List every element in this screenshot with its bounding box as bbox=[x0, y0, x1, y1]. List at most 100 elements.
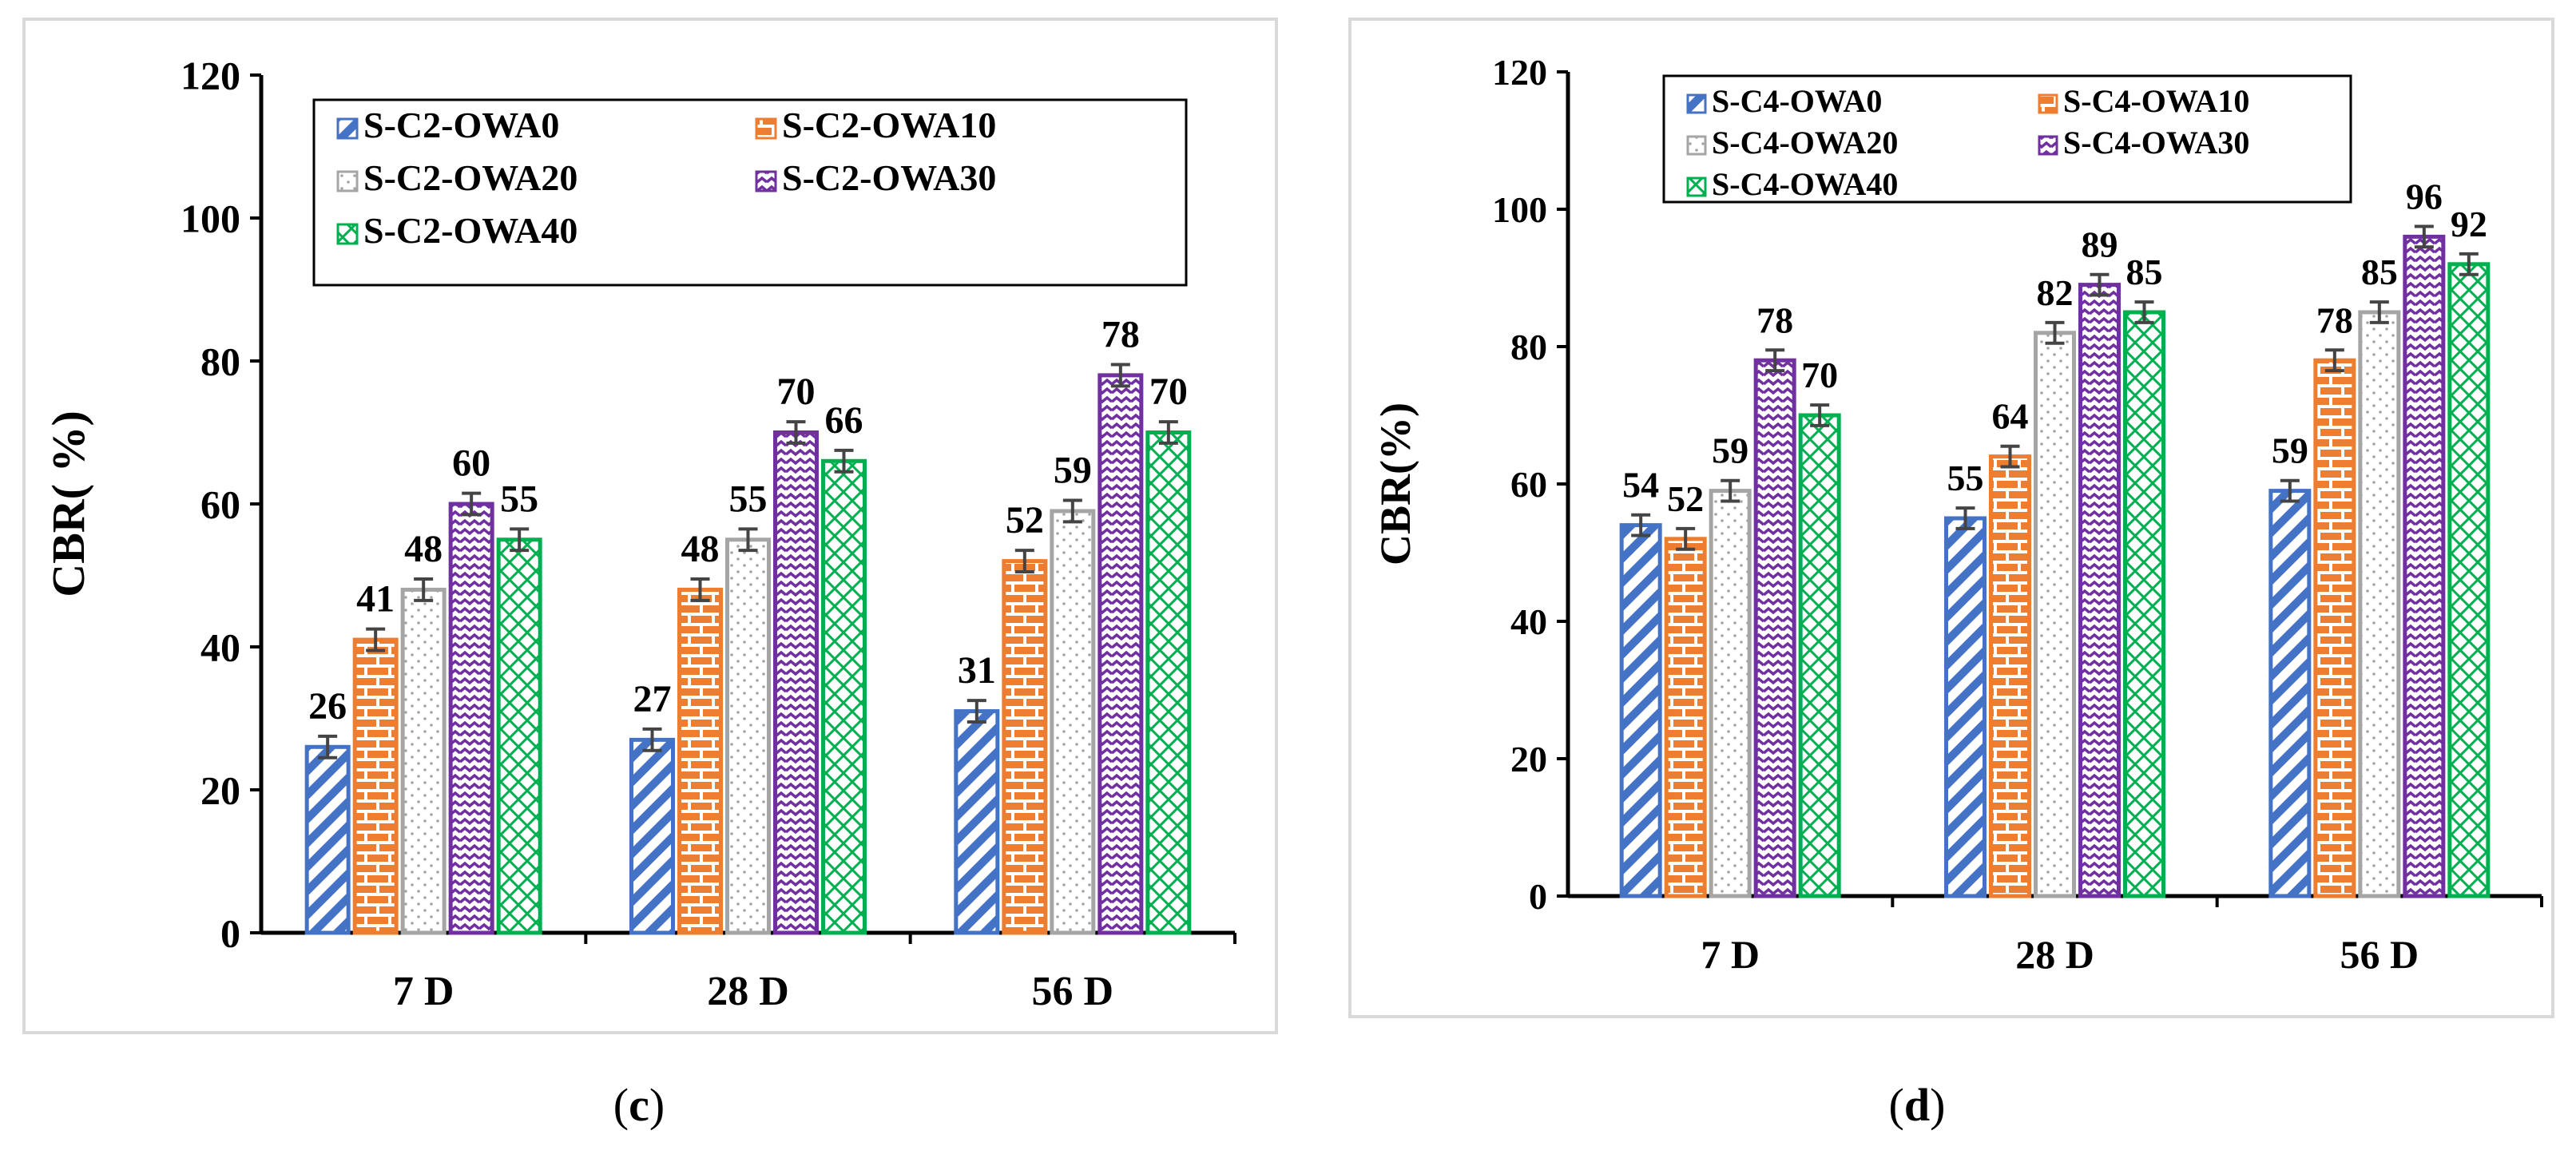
legend-label-c: S-C2-OWA30 bbox=[782, 157, 996, 198]
legend-label-c: S-C2-OWA10 bbox=[782, 105, 996, 145]
legend-swatch-d bbox=[1686, 135, 1707, 156]
bar-d bbox=[1619, 523, 1662, 898]
bar-c bbox=[677, 587, 723, 935]
x-tick-label-d: 56 D bbox=[2340, 932, 2419, 977]
data-label-c: 55 bbox=[729, 478, 768, 520]
data-label-d: 85 bbox=[2126, 252, 2163, 292]
y-tick-label-d: 40 bbox=[1510, 601, 1547, 642]
legend-label-c: S-C2-OWA20 bbox=[363, 157, 578, 198]
legend-label-d: S-C4-OWA30 bbox=[2063, 125, 2249, 161]
data-label-d: 52 bbox=[1667, 478, 1704, 519]
data-label-d: 59 bbox=[1712, 430, 1748, 471]
data-label-d: 70 bbox=[1801, 355, 1838, 395]
y-tick-label-c: 20 bbox=[200, 768, 240, 813]
bar-c bbox=[1145, 430, 1192, 935]
bar-d bbox=[2403, 234, 2446, 898]
y-tick-label-c: 0 bbox=[220, 911, 240, 956]
bar-d bbox=[1753, 358, 1796, 898]
x-tick-label-c: 28 D bbox=[707, 969, 789, 1014]
bar-d bbox=[1989, 454, 2031, 898]
bar-d bbox=[1944, 516, 1987, 898]
data-label-d: 64 bbox=[1992, 396, 2029, 437]
legend-box-d bbox=[1662, 74, 2352, 204]
data-label-c: 70 bbox=[1149, 371, 1188, 413]
legend-label-d: S-C4-OWA10 bbox=[2063, 83, 2249, 119]
legend-swatch-c bbox=[336, 223, 359, 245]
bar-c bbox=[725, 537, 771, 935]
bar-c bbox=[954, 709, 1000, 935]
data-label-c: 70 bbox=[777, 371, 816, 413]
data-label-d: 55 bbox=[1947, 458, 1984, 498]
data-label-c: 78 bbox=[1101, 313, 1140, 355]
data-label-d: 96 bbox=[2406, 176, 2443, 217]
bar-c bbox=[448, 502, 494, 935]
legend-swatch-c bbox=[336, 170, 359, 192]
bar-c bbox=[821, 458, 867, 935]
x-tick-label-d: 7 D bbox=[1701, 932, 1760, 977]
bar-c bbox=[400, 587, 447, 935]
legend-swatch-d bbox=[2038, 93, 2058, 114]
legend-swatch-c bbox=[755, 117, 777, 140]
legend-swatch-d bbox=[2038, 135, 2058, 156]
bar-d bbox=[1798, 413, 1841, 898]
data-label-d: 85 bbox=[2361, 252, 2398, 292]
bar-d bbox=[1664, 537, 1707, 898]
bar-d bbox=[2313, 358, 2356, 898]
y-axis-title-d: CBR(%) bbox=[1371, 403, 1419, 565]
caption-d-letter: d bbox=[1903, 1079, 1931, 1131]
bar-c bbox=[304, 744, 351, 935]
bar-c bbox=[773, 430, 819, 935]
y-tick-label-d: 100 bbox=[1492, 189, 1547, 230]
data-label-c: 48 bbox=[404, 528, 443, 570]
legend-label-c: S-C2-OWA0 bbox=[363, 105, 559, 145]
bar-c bbox=[629, 737, 675, 935]
bar-d bbox=[2268, 489, 2312, 898]
y-tick-label-c: 120 bbox=[181, 54, 240, 98]
legend-box-c bbox=[312, 98, 1188, 287]
legend-label-d: S-C4-OWA20 bbox=[1712, 125, 1898, 161]
data-label-d: 92 bbox=[2451, 204, 2487, 244]
data-label-c: 60 bbox=[452, 442, 490, 485]
data-label-c: 48 bbox=[681, 528, 720, 570]
bar-c bbox=[352, 637, 399, 935]
data-label-c: 26 bbox=[308, 685, 347, 728]
data-label-c: 59 bbox=[1054, 450, 1092, 492]
y-tick-label-c: 80 bbox=[200, 339, 240, 384]
bar-d bbox=[2078, 283, 2121, 898]
caption-d: (d) bbox=[1888, 1079, 1946, 1131]
bar-d bbox=[1709, 489, 1752, 898]
caption-c-letter: c bbox=[629, 1079, 649, 1131]
data-label-d: 59 bbox=[2272, 430, 2308, 471]
caption-c: (c) bbox=[613, 1079, 665, 1131]
bar-d bbox=[2123, 310, 2165, 898]
y-tick-label-c: 100 bbox=[181, 196, 240, 241]
legend-swatch-c bbox=[755, 170, 777, 192]
y-axis-title-c: CBR( %) bbox=[42, 410, 94, 597]
data-label-c: 27 bbox=[633, 678, 672, 720]
data-label-c: 66 bbox=[825, 399, 863, 442]
x-tick-label-c: 56 D bbox=[1032, 969, 1114, 1014]
legend-label-d: S-C4-OWA0 bbox=[1712, 83, 1882, 119]
data-label-d: 78 bbox=[2316, 299, 2353, 340]
legend-swatch-d bbox=[1686, 93, 1707, 114]
y-tick-label-d: 120 bbox=[1492, 52, 1547, 93]
bar-c bbox=[496, 537, 542, 935]
y-tick-label-d: 80 bbox=[1510, 327, 1547, 367]
data-label-c: 52 bbox=[1006, 499, 1044, 541]
legend-label-c: S-C2-OWA40 bbox=[363, 210, 578, 251]
data-label-d: 54 bbox=[1622, 465, 1659, 506]
x-tick-label-c: 7 D bbox=[393, 969, 454, 1014]
bar-d bbox=[2358, 310, 2401, 898]
data-label-d: 89 bbox=[2082, 224, 2118, 265]
legend-swatch-d bbox=[1686, 176, 1707, 197]
legend-swatch-c bbox=[336, 117, 359, 140]
data-label-c: 55 bbox=[500, 478, 538, 520]
legend-label-d: S-C4-OWA40 bbox=[1712, 166, 1898, 202]
data-label-d: 78 bbox=[1756, 299, 1793, 340]
y-tick-label-d: 20 bbox=[1510, 739, 1547, 779]
bar-d bbox=[2447, 262, 2491, 898]
bar-d bbox=[2034, 331, 2076, 898]
